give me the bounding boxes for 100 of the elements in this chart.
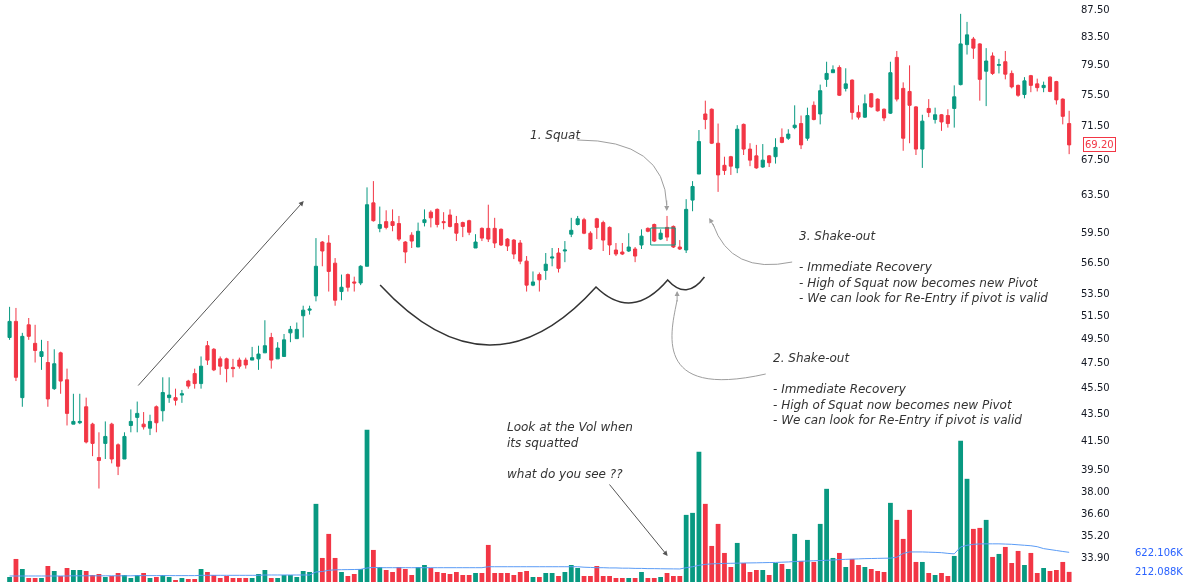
candlestick xyxy=(556,247,561,273)
text: 3. Shake-out - Immediate Recovery - High of Squat now becomes new Pivot - We can look for Re-Entry if pivot is valid xyxy=(799,229,1048,306)
candlestick xyxy=(888,61,893,115)
candlestick xyxy=(869,92,874,109)
candlestick xyxy=(122,431,127,460)
candlestick xyxy=(907,64,912,144)
y-tick-label: 45.50 xyxy=(1081,381,1110,393)
y-tick-label: 67.50 xyxy=(1081,153,1110,165)
candlestick xyxy=(26,317,31,341)
candlestick xyxy=(913,105,919,156)
candlestick xyxy=(141,411,146,431)
candlestick xyxy=(109,422,114,464)
candlestick xyxy=(224,357,229,383)
candlestick xyxy=(920,114,925,169)
candlestick xyxy=(473,233,478,249)
candlestick xyxy=(275,341,280,360)
candlestick xyxy=(167,376,172,404)
candlestick xyxy=(326,234,331,293)
candlestick xyxy=(964,21,970,56)
candlestick xyxy=(741,123,746,156)
candlestick xyxy=(256,345,261,371)
candlestick xyxy=(128,408,133,433)
candlestick xyxy=(90,422,95,457)
candlestick xyxy=(996,58,1001,74)
candlestick xyxy=(358,264,363,286)
candlestick xyxy=(945,108,950,129)
candlestick xyxy=(837,64,842,97)
candlestick xyxy=(160,376,165,422)
candlestick xyxy=(39,339,44,371)
candlestick xyxy=(811,100,816,121)
candlestick xyxy=(645,226,650,233)
candlestick xyxy=(824,61,829,88)
candlestick xyxy=(454,215,459,242)
candlestick xyxy=(269,332,274,370)
candlestick xyxy=(422,208,427,227)
candlestick xyxy=(135,401,140,433)
text: 2. Shake-out - Immediate Recovery - High of Squat now becomes new Pivot - We can look for Re-Entry if pivot is valid xyxy=(773,351,1022,428)
candlestick xyxy=(760,143,765,169)
candlestick xyxy=(990,51,995,76)
candlestick xyxy=(460,221,465,238)
y-tick-label: 53.50 xyxy=(1081,288,1110,300)
candlestick xyxy=(371,180,376,223)
y-tick-label: 43.50 xyxy=(1081,407,1110,419)
candlestick xyxy=(179,389,184,404)
candlestick xyxy=(696,129,701,175)
candlestick xyxy=(786,128,791,141)
candlestick xyxy=(377,206,382,233)
candlestick xyxy=(658,228,663,241)
candlestick xyxy=(345,273,350,293)
candlestick xyxy=(1067,110,1072,155)
candlestick xyxy=(677,239,682,251)
candlestick xyxy=(435,207,440,228)
candlestick xyxy=(1054,80,1059,106)
candlestick xyxy=(320,240,325,267)
candlestick xyxy=(626,232,631,253)
candlestick xyxy=(13,307,19,382)
candlestick xyxy=(499,227,504,247)
candlestick xyxy=(754,144,759,170)
y-tick-label: 79.50 xyxy=(1081,59,1110,71)
candlestick xyxy=(773,137,778,165)
candlestick xyxy=(977,42,982,102)
y-tick-label: 83.50 xyxy=(1081,30,1110,42)
candlestick xyxy=(716,123,721,193)
candlestick xyxy=(441,211,446,230)
candlestick xyxy=(575,215,580,226)
candlestick xyxy=(620,242,625,256)
candlestick xyxy=(45,340,50,408)
candlestick xyxy=(518,239,523,265)
candlestick xyxy=(467,219,472,236)
candlestick xyxy=(352,276,357,293)
candlestick xyxy=(524,255,529,293)
candlestick xyxy=(984,47,989,107)
candlestick xyxy=(116,442,121,476)
y-tick-label: 56.50 xyxy=(1081,256,1110,268)
candlestick xyxy=(562,240,567,263)
y-tick-label: 35.20 xyxy=(1081,530,1110,542)
candlestick xyxy=(147,414,153,436)
candlestick xyxy=(7,306,12,341)
candlestick xyxy=(294,322,299,340)
candlestick xyxy=(875,97,880,113)
candlestick xyxy=(1035,78,1040,92)
y-tick-label: 36.60 xyxy=(1081,507,1110,519)
candlestick xyxy=(939,113,944,132)
candlestick xyxy=(690,180,695,212)
candlestick xyxy=(33,324,38,364)
candlestick xyxy=(613,242,619,257)
candlestick xyxy=(799,115,804,150)
y2-tick-label: 212.088K xyxy=(1135,566,1184,578)
candlestick xyxy=(1016,84,1021,98)
candlestick xyxy=(1028,74,1033,93)
candlestick xyxy=(952,84,957,129)
y-tick-label: 49.50 xyxy=(1081,333,1110,345)
annotation: 1. Squat xyxy=(530,128,582,142)
y-tick-label: 59.50 xyxy=(1081,226,1110,238)
candlestick xyxy=(894,50,899,102)
candlestick xyxy=(364,186,370,267)
candlestick xyxy=(933,107,938,125)
candlestick xyxy=(250,346,255,361)
y-tick-label: 38.00 xyxy=(1081,486,1110,498)
candlestick xyxy=(103,420,108,460)
